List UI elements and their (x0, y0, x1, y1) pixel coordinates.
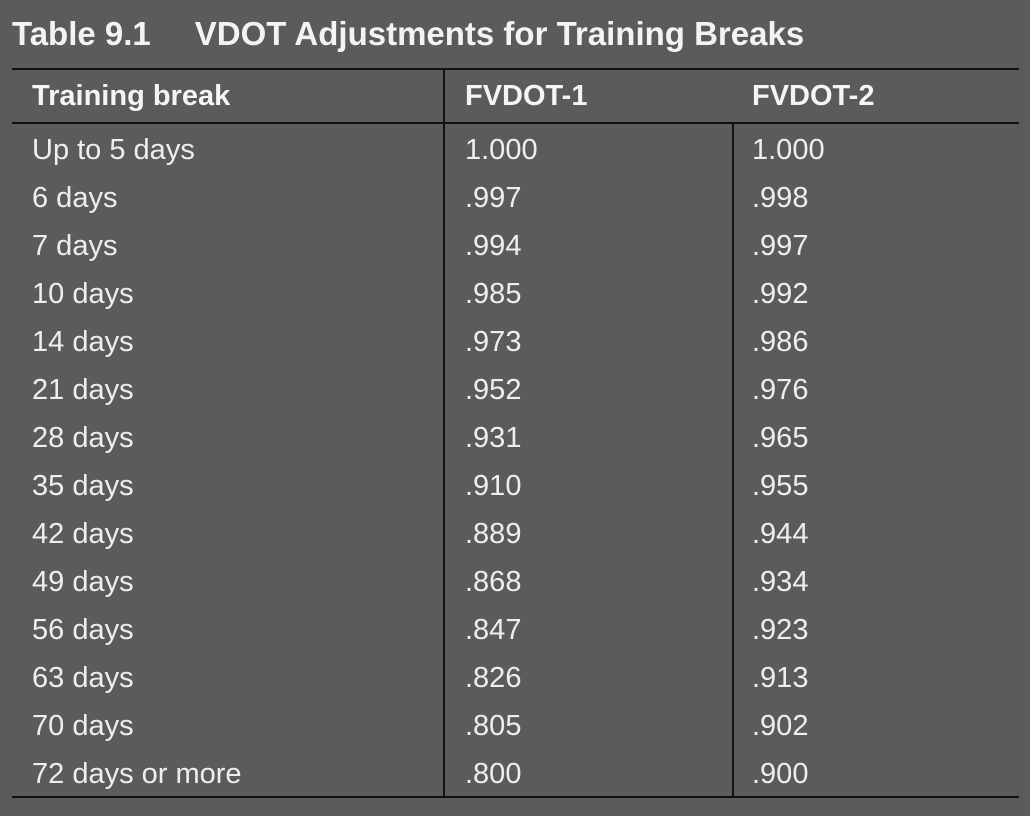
cell-training-break: 72 days or more (32, 758, 242, 790)
cell-training-break: Up to 5 days (32, 134, 195, 166)
table-row: 70 days .805 .902 (0, 702, 1030, 750)
cell-training-break: 56 days (32, 614, 134, 646)
header-training-break: Training break (32, 80, 231, 112)
column-divider (732, 124, 734, 797)
cell-training-break: 70 days (32, 710, 134, 742)
cell-fvdot-1: .985 (465, 278, 522, 310)
table-row: 10 days .985 .992 (0, 270, 1030, 318)
table-bottom-rule (12, 796, 1019, 798)
cell-training-break: 21 days (32, 374, 134, 406)
table-row: Up to 5 days 1.000 1.000 (0, 126, 1030, 174)
cell-training-break: 10 days (32, 278, 134, 310)
table-body: Up to 5 days 1.000 1.000 6 days .997 .998 7 da… (0, 126, 1030, 798)
table-top-rule (12, 68, 1019, 70)
cell-fvdot-2: .923 (752, 614, 809, 646)
cell-training-break: 6 days (32, 182, 118, 214)
cell-fvdot-2: .998 (752, 182, 809, 214)
table-row: 42 days .889 .944 (0, 510, 1030, 558)
cell-fvdot-1: .889 (465, 518, 522, 550)
table-row: 6 days .997 .998 (0, 174, 1030, 222)
cell-fvdot-1: .826 (465, 662, 522, 694)
cell-fvdot-2: .913 (752, 662, 809, 694)
cell-fvdot-2: .955 (752, 470, 809, 502)
cell-fvdot-1: .868 (465, 566, 522, 598)
cell-fvdot-1: .805 (465, 710, 522, 742)
cell-fvdot-1: .994 (465, 230, 522, 262)
table-row: 21 days .952 .976 (0, 366, 1030, 414)
cell-fvdot-2: .976 (752, 374, 809, 406)
cell-fvdot-1: .952 (465, 374, 522, 406)
cell-training-break: 14 days (32, 326, 134, 358)
cell-fvdot-2: .992 (752, 278, 809, 310)
header-fvdot-1: FVDOT-1 (465, 80, 588, 112)
cell-fvdot-2: .997 (752, 230, 809, 262)
cell-fvdot-2: .965 (752, 422, 809, 454)
table-row: 63 days .826 .913 (0, 654, 1030, 702)
table-row: 72 days or more .800 .900 (0, 750, 1030, 798)
table-row: 14 days .973 .986 (0, 318, 1030, 366)
cell-fvdot-2: .944 (752, 518, 809, 550)
table-caption: VDOT Adjustments for Training Breaks (194, 15, 805, 52)
cell-training-break: 28 days (32, 422, 134, 454)
cell-training-break: 63 days (32, 662, 134, 694)
table-number: Table 9.1 (12, 15, 151, 52)
header-fvdot-2: FVDOT-2 (752, 80, 875, 112)
cell-training-break: 49 days (32, 566, 134, 598)
table-row: 49 days .868 .934 (0, 558, 1030, 606)
table-title: Table 9.1 VDOT Adjustments for Training B… (12, 12, 804, 56)
cell-training-break: 7 days (32, 230, 118, 262)
cell-fvdot-1: .973 (465, 326, 522, 358)
cell-fvdot-2: .902 (752, 710, 809, 742)
cell-fvdot-1: 1.000 (465, 134, 538, 166)
table-row: 56 days .847 .923 (0, 606, 1030, 654)
cell-fvdot-2: 1.000 (752, 134, 825, 166)
cell-training-break: 35 days (32, 470, 134, 502)
cell-fvdot-1: .931 (465, 422, 522, 454)
cell-fvdot-2: .986 (752, 326, 809, 358)
table-row: 35 days .910 .955 (0, 462, 1030, 510)
table-header-row: Training break FVDOT-1 FVDOT-2 (0, 70, 1030, 122)
cell-training-break: 42 days (32, 518, 134, 550)
column-divider (443, 70, 445, 797)
cell-fvdot-1: .910 (465, 470, 522, 502)
cell-fvdot-2: .900 (752, 758, 809, 790)
table-header-rule (12, 122, 1019, 124)
cell-fvdot-1: .800 (465, 758, 522, 790)
cell-fvdot-2: .934 (752, 566, 809, 598)
cell-fvdot-1: .997 (465, 182, 522, 214)
table-row: 28 days .931 .965 (0, 414, 1030, 462)
cell-fvdot-1: .847 (465, 614, 522, 646)
table-row: 7 days .994 .997 (0, 222, 1030, 270)
